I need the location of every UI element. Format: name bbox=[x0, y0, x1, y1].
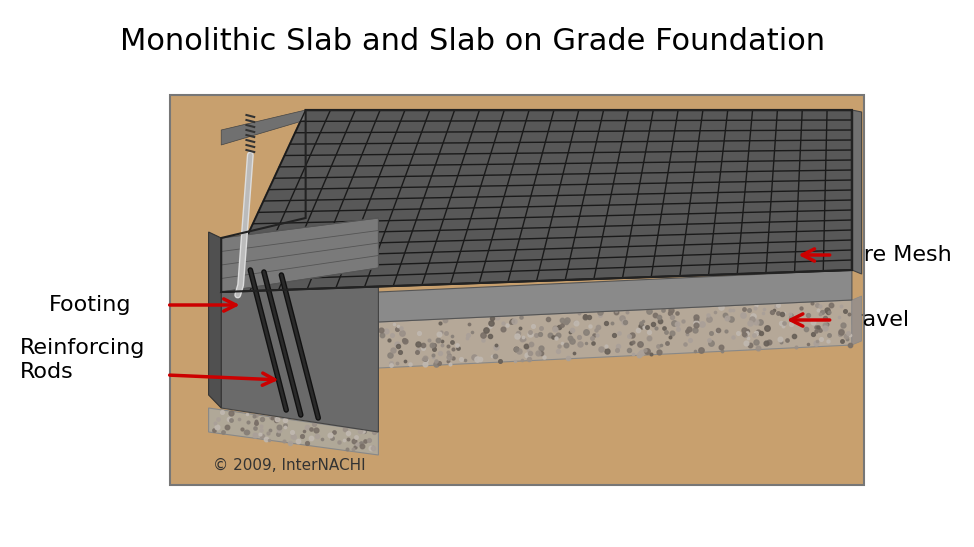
Text: Monolithic Slab and Slab on Grade Foundation: Monolithic Slab and Slab on Grade Founda… bbox=[120, 27, 825, 56]
Polygon shape bbox=[208, 408, 379, 455]
Polygon shape bbox=[852, 296, 862, 345]
Text: Footing: Footing bbox=[49, 295, 131, 315]
Polygon shape bbox=[221, 110, 852, 292]
Bar bbox=[169, 95, 864, 485]
Text: © 2009, InterNACHI: © 2009, InterNACHI bbox=[213, 457, 366, 473]
Polygon shape bbox=[208, 232, 221, 408]
Text: Reinforcing
Rods: Reinforcing Rods bbox=[19, 339, 145, 382]
Polygon shape bbox=[221, 218, 379, 292]
Text: Gravel: Gravel bbox=[837, 310, 910, 330]
Polygon shape bbox=[379, 300, 852, 368]
Text: Wire Mesh: Wire Mesh bbox=[837, 245, 953, 265]
Polygon shape bbox=[379, 270, 852, 322]
Polygon shape bbox=[221, 268, 379, 432]
Polygon shape bbox=[221, 110, 306, 145]
Polygon shape bbox=[852, 110, 862, 274]
